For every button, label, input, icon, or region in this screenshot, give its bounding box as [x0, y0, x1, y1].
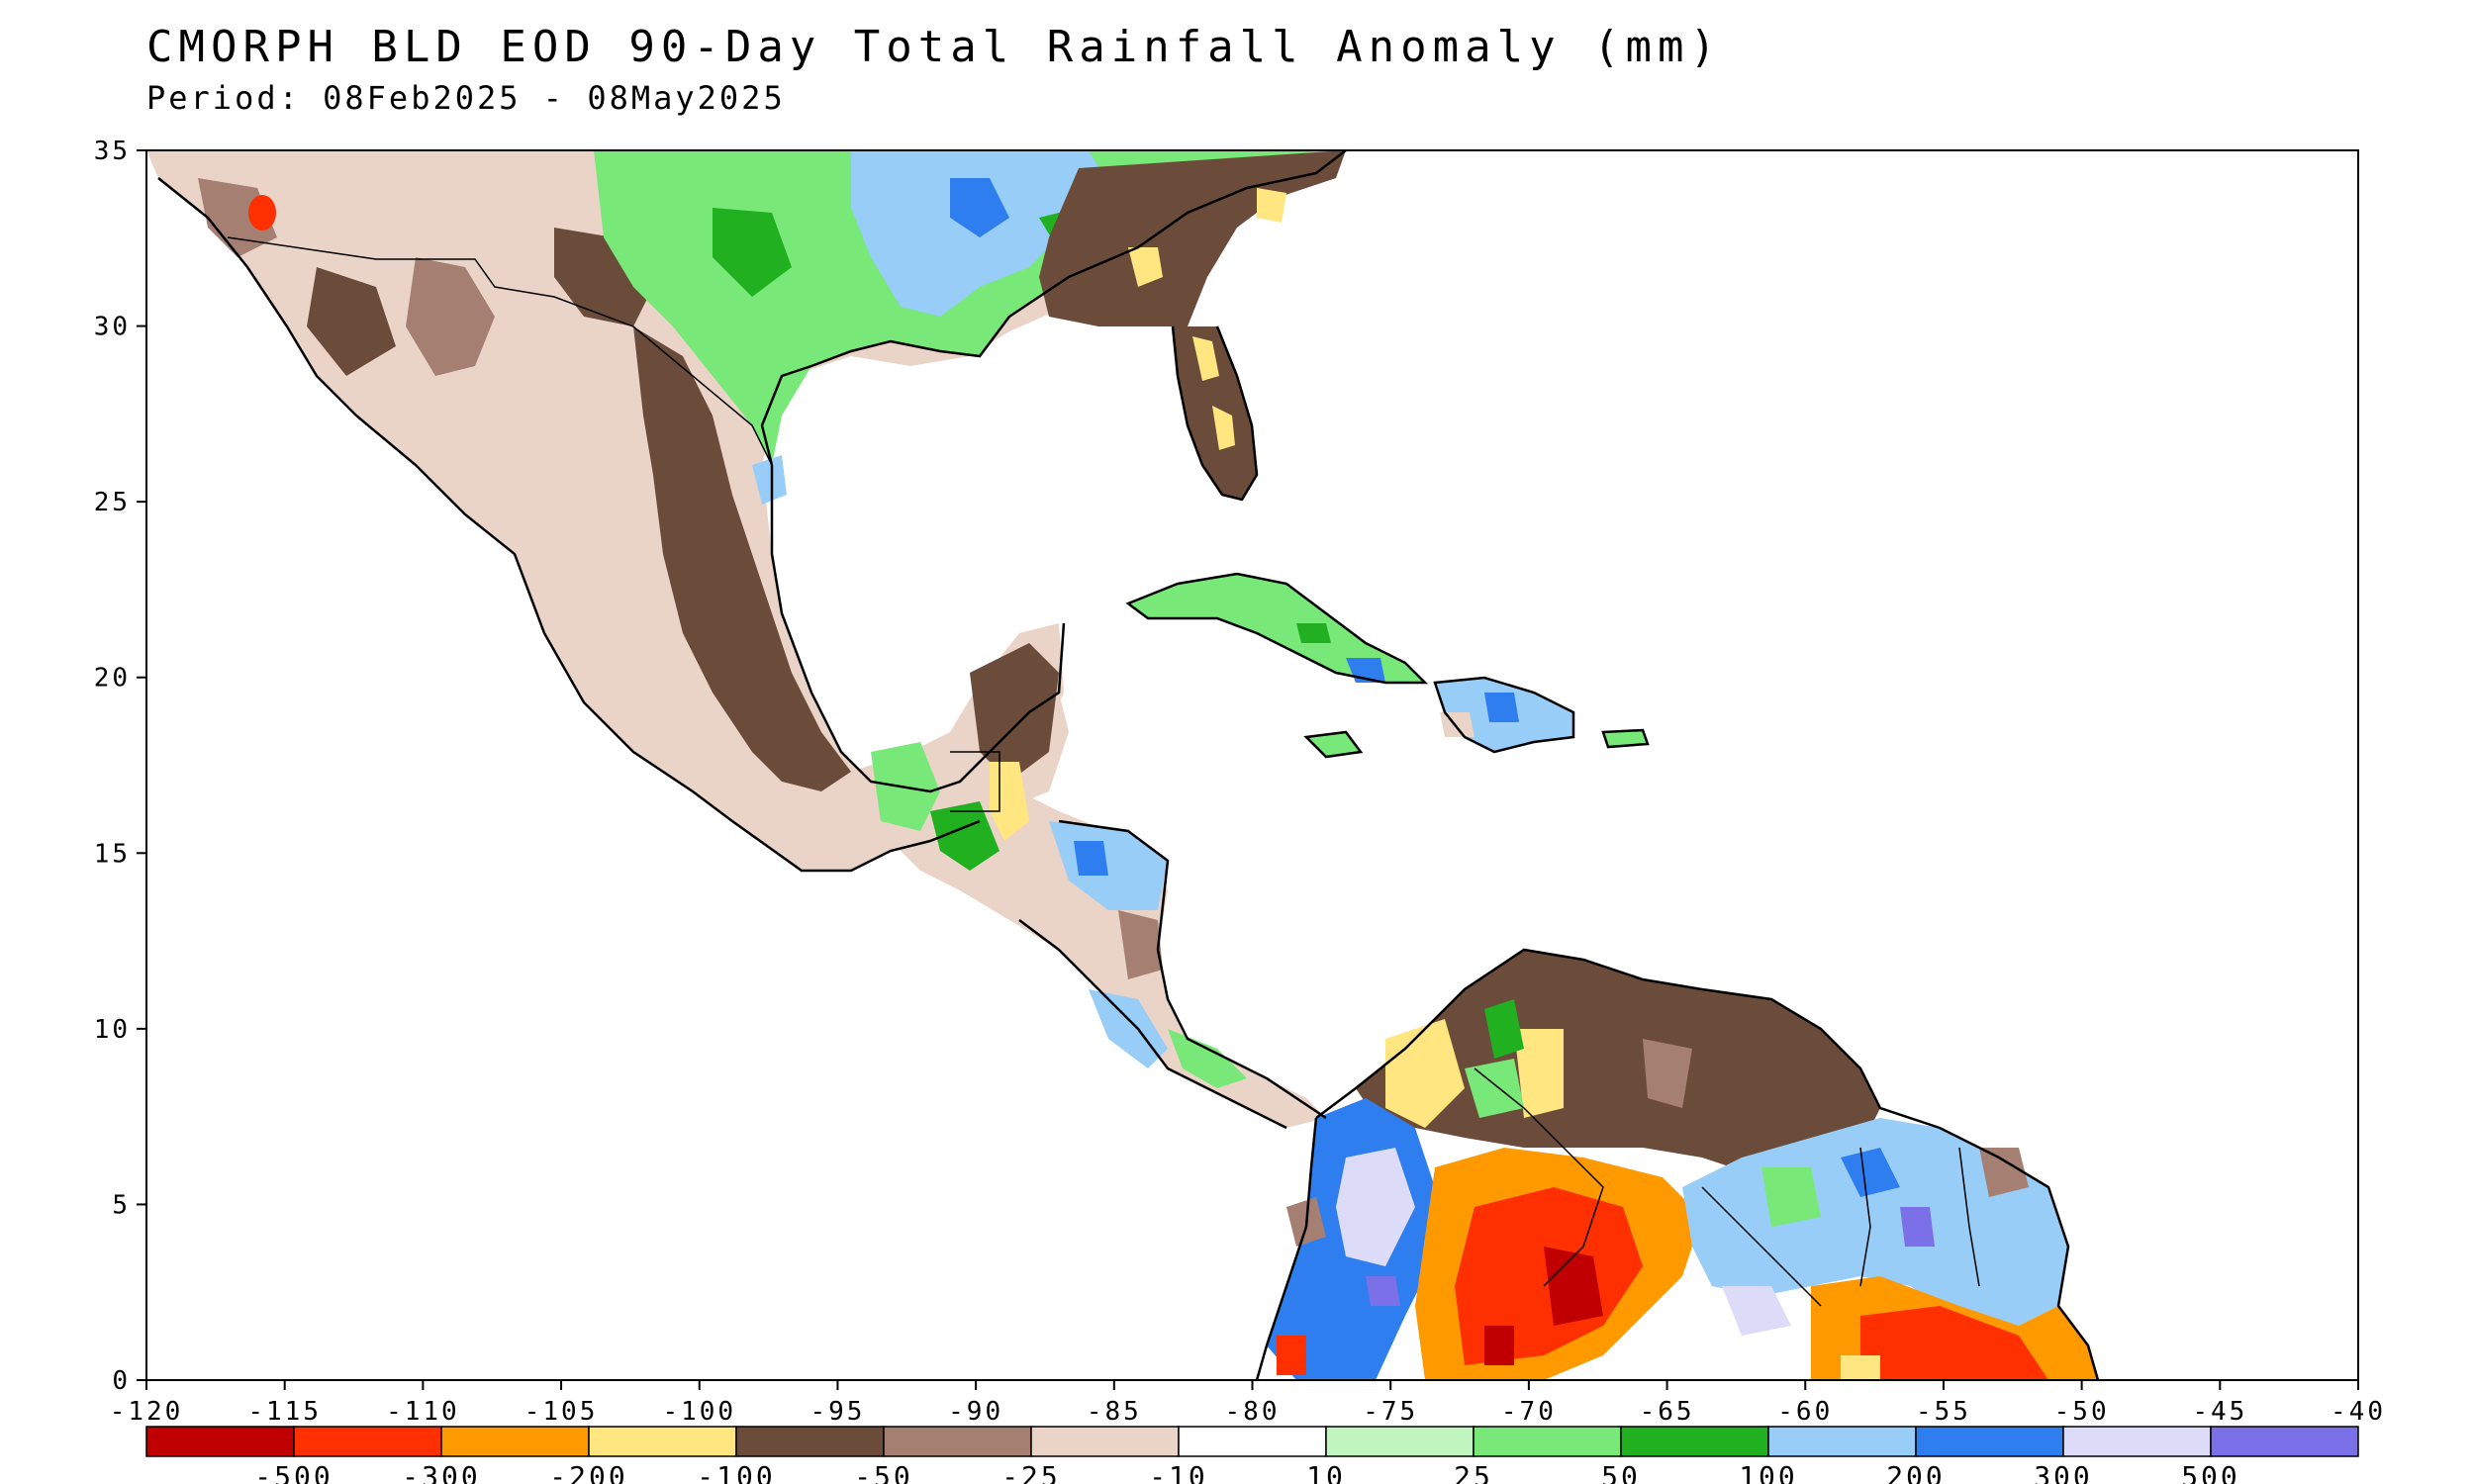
colorbar-label: 200	[1886, 1460, 1946, 1484]
x-tick-label: -60	[1777, 1397, 1833, 1427]
y-tick-label: 15	[94, 839, 131, 869]
colorbar-swatch	[1915, 1426, 2064, 1457]
colorbar-label: -25	[1001, 1460, 1061, 1484]
colorbar-swatch	[1767, 1426, 1917, 1457]
x-tick-label: -75	[1363, 1397, 1418, 1427]
colorbar-swatch	[2062, 1426, 2212, 1457]
colorbar-label: 10	[1306, 1460, 1346, 1484]
region-cuba-wet	[1128, 574, 1425, 683]
colorbar-swatch	[1325, 1426, 1475, 1457]
country-borders	[227, 236, 1980, 1307]
colorbar-swatch	[145, 1426, 295, 1457]
y-axis: 0 5 10 15 20 25 30 35	[94, 137, 146, 1396]
colorbar-label: 500	[2181, 1460, 2240, 1484]
x-tick-label: -120	[110, 1397, 184, 1427]
map-period: Period: 08Feb2025 - 08May2025	[146, 79, 786, 117]
x-tick-label: -95	[809, 1397, 865, 1427]
colorbar-swatch	[735, 1426, 885, 1457]
y-tick-label: 35	[94, 137, 131, 166]
coastlines	[157, 150, 2100, 1380]
x-tick-label: -85	[1087, 1397, 1142, 1427]
x-tick-label: -105	[524, 1397, 599, 1427]
anomaly-field	[146, 150, 2098, 1380]
colorbar-label: -200	[549, 1460, 627, 1484]
y-tick-label: 25	[94, 488, 131, 517]
x-tick-label: -55	[1916, 1397, 1971, 1427]
x-tick-label: -65	[1640, 1397, 1695, 1427]
y-tick-label: 5	[112, 1190, 131, 1220]
x-tick-label: -110	[386, 1397, 460, 1427]
colorbar-swatch	[883, 1426, 1032, 1457]
x-axis: -120 -115 -110 -105 -100 -95 -90 -85 -80 -75 -70 -6…	[110, 1380, 2386, 1427]
map-title: CMORPH BLD EOD 90-Day Total Rainfall Ano…	[146, 22, 1723, 72]
colorbar-label: 100	[1739, 1460, 1798, 1484]
y-tick-label: 20	[94, 664, 131, 694]
colorbar: -500 -300 -200 -100 -50 -25 -10 10 25 50 100 200 300…	[145, 1426, 2359, 1484]
x-tick-label: -80	[1225, 1397, 1281, 1427]
colorbar-label: 300	[2034, 1460, 2093, 1484]
colorbar-swatch	[1620, 1426, 1769, 1457]
y-tick-label: 30	[94, 313, 131, 342]
region-sierra-madre-oriental-deficit	[633, 326, 851, 791]
colorbar-label: 25	[1454, 1460, 1493, 1484]
colorbar-label: -50	[854, 1460, 913, 1484]
colorbar-swatch	[1178, 1426, 1327, 1457]
x-tick-label: -100	[662, 1397, 736, 1427]
y-tick-label: 0	[112, 1366, 131, 1396]
colorbar-swatch	[440, 1426, 590, 1457]
colorbar-label: -100	[697, 1460, 775, 1484]
y-tick-label: 10	[94, 1015, 131, 1045]
x-tick-label: -115	[247, 1397, 322, 1427]
x-tick-label: -90	[948, 1397, 1003, 1427]
colorbar-swatch	[1030, 1426, 1180, 1457]
x-tick-label: -40	[2331, 1397, 2386, 1427]
colorbar-label: 50	[1601, 1460, 1641, 1484]
x-tick-label: -70	[1501, 1397, 1557, 1427]
x-tick-label: -50	[2054, 1397, 2110, 1427]
colorbar-label: -500	[254, 1460, 333, 1484]
colorbar-swatch	[588, 1426, 737, 1457]
colorbar-swatch	[2210, 1426, 2359, 1457]
colorbar-label: -10	[1149, 1460, 1208, 1484]
x-tick-label: -45	[2192, 1397, 2247, 1427]
colorbar-swatch	[293, 1426, 442, 1457]
colorbar-label: -300	[402, 1460, 480, 1484]
colorbar-swatch	[1473, 1426, 1622, 1457]
